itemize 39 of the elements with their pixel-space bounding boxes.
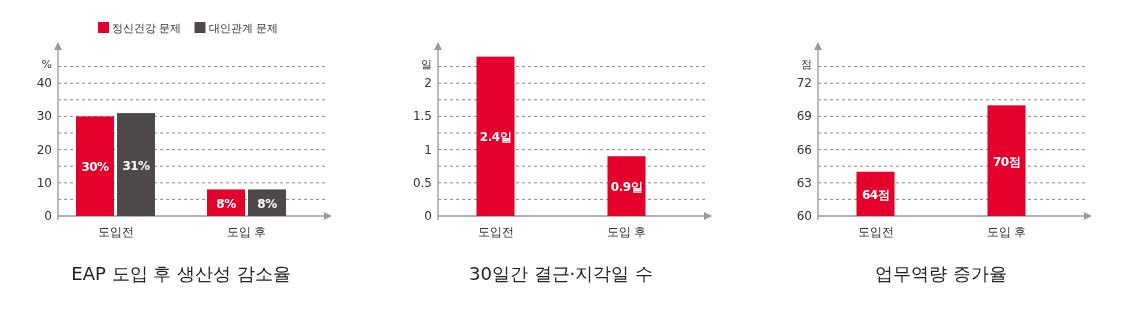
x-tick-label: 도입전 xyxy=(477,225,514,239)
y-axis-title: % xyxy=(41,58,52,71)
legend-label: 대인관계 문제 xyxy=(208,22,278,35)
y-tick-label: 0 xyxy=(44,209,52,223)
y-tick-label: 1.5 xyxy=(412,109,432,124)
y-tick-label: 30 xyxy=(36,109,52,124)
y-tick-label: 1 xyxy=(424,142,432,157)
legend-label: 정신건강 문제 xyxy=(112,22,182,35)
y-tick-label: 60 xyxy=(796,209,812,223)
y-tick-label: 0.5 xyxy=(412,175,432,190)
y-tick-label: 63 xyxy=(796,175,812,190)
y-tick-label: 0 xyxy=(424,209,432,223)
x-tick-label: 도입 후 xyxy=(226,225,267,239)
text: 업무역량 증가율 xyxy=(875,263,1007,284)
y-tick-label: 66 xyxy=(796,142,812,157)
data-label: 2.4일 xyxy=(479,130,512,145)
x-tick-label: 도입 후 xyxy=(986,225,1027,239)
y-tick-label: 20 xyxy=(36,142,52,157)
data-label: 8% xyxy=(257,196,278,211)
data-label: 64점 xyxy=(861,187,890,202)
y-axis-title: 점 xyxy=(801,58,812,71)
y-tick-label: 10 xyxy=(36,175,52,190)
text: EAP 도입 후 생산성 감소율 xyxy=(71,263,291,284)
y-tick-label: 2 xyxy=(424,76,432,91)
x-tick-label: 도입전 xyxy=(857,225,894,239)
data-label: 8% xyxy=(216,196,237,211)
y-tick-label: 40 xyxy=(36,76,52,91)
y-axis-title: 일 xyxy=(421,58,432,71)
bar xyxy=(76,116,114,216)
x-tick-label: 도입 후 xyxy=(606,225,647,239)
y-tick-label: 72 xyxy=(796,76,812,91)
data-label: 0.9일 xyxy=(610,180,643,195)
text: 30일간 결근·지각일 수 xyxy=(468,263,654,284)
data-label: 31% xyxy=(122,158,151,173)
y-tick-label: 69 xyxy=(796,109,812,124)
data-label: 30% xyxy=(81,160,110,175)
bar xyxy=(117,113,155,216)
data-label: 70점 xyxy=(992,154,1021,169)
x-tick-label: 도입전 xyxy=(97,225,134,239)
